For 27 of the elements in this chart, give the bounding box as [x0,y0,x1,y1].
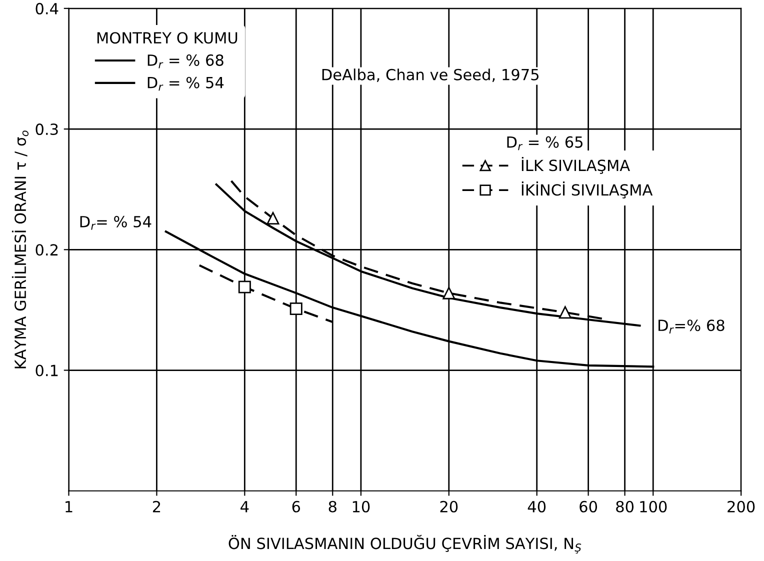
y-tick-label: 0.1 [36,364,58,376]
y-tick-label: 0.3 [36,123,58,136]
x-tick-label: 40 [528,500,546,512]
x-tick-label: 20 [440,500,458,512]
x-tick-label: 8 [328,500,336,512]
annotation: D$_{r}$ = % 65 [507,136,582,150]
legend-label: İKİNCİ SIVILAŞMA [522,182,653,198]
annotation: D$_{r}$= % 54 [80,216,152,230]
annotation: D$_{r}$=% 68 [658,320,724,334]
legend-label: D$_{r}$ = % 68 [148,54,224,68]
x-tick-label: 80 [616,500,634,512]
x-tick-label: 1 [66,501,72,512]
x-tick-label: 10 [352,500,370,512]
legend-title: MONTREY O KUMU [97,32,238,44]
x-tick-label: 200 [728,500,755,512]
y-tick-label: 0.2 [36,244,58,256]
annotation: DeAlba, Chan ve Seed, 1975 [322,68,539,82]
y-axis-title: KAYMA GERİLMESİ ORANI τ / σ$_{o}$ [12,130,29,368]
x-tick-label: 4 [240,501,249,512]
y-tick-label: 0.4 [36,2,58,14]
x-tick-label: 60 [580,500,598,512]
x-axis-title: ÖN SIVILASMANIN OLDUĞU ÇEVRİM SAYISI, N$_{Ş}$ [228,534,582,554]
x-tick-label: 6 [292,500,300,512]
legend-label: D$_{r}$ = % 54 [148,76,224,91]
legend-label: İLK SIVILAŞMA [522,157,630,174]
x-tick-label: 100 [640,500,667,512]
x-tick-label: 2 [152,500,160,512]
